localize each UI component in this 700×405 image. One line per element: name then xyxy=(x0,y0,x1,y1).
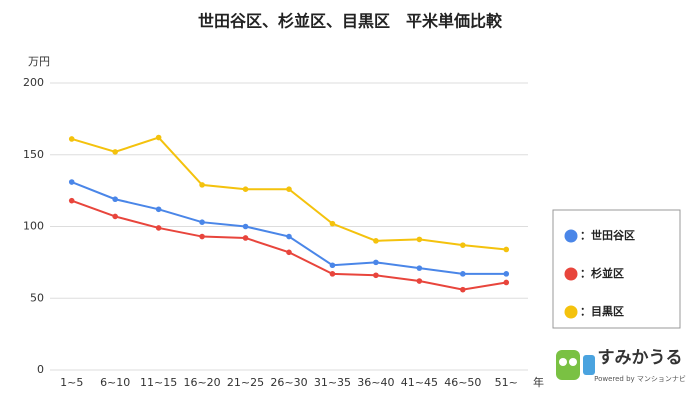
x-axis-label: 年 xyxy=(533,375,544,389)
data-point xyxy=(112,149,118,155)
data-point xyxy=(155,206,162,213)
data-point xyxy=(199,219,205,225)
x-tick-label: 6~10 xyxy=(100,376,130,389)
logo-icon xyxy=(583,355,595,375)
x-tick-label: 16~20 xyxy=(183,376,220,389)
data-point xyxy=(329,271,336,277)
legend-marker xyxy=(564,229,578,243)
chart-title: 世田谷区、杉並区、目黒区 平米単価比較 xyxy=(198,12,503,31)
x-tick-label: 31~35 xyxy=(314,376,351,389)
legend-label: ：目黒区 xyxy=(580,305,624,318)
data-point xyxy=(199,233,205,240)
x-tick-label: 36~40 xyxy=(357,376,394,389)
data-point xyxy=(155,134,162,141)
data-point xyxy=(286,249,292,256)
data-point xyxy=(242,235,249,241)
data-point xyxy=(373,238,379,244)
y-tick-label: 50 xyxy=(30,291,44,304)
data-point xyxy=(329,262,336,269)
legend-label: ：杉並区 xyxy=(580,266,624,280)
logo-icon-eye xyxy=(559,358,567,366)
data-point xyxy=(329,220,336,227)
logo: すみかうる Powered by マンションナビ xyxy=(556,348,686,383)
data-point xyxy=(460,242,466,248)
data-point xyxy=(242,186,249,192)
x-tick-label: 11~15 xyxy=(140,376,177,389)
y-tick-label: 200 xyxy=(23,76,44,89)
legend-marker xyxy=(564,305,578,319)
y-tick-label: 0 xyxy=(37,363,44,376)
x-tick-label: 26~30 xyxy=(270,376,307,389)
logo-icon-eye xyxy=(569,358,577,366)
x-tick-label: 1~5 xyxy=(60,376,83,389)
data-point xyxy=(416,278,423,284)
logo-icon xyxy=(556,350,580,380)
logo-tagline: Powered by マンションナビ xyxy=(594,374,686,383)
data-point xyxy=(416,236,423,243)
y-axis-label: 万円 xyxy=(28,55,50,68)
series-line xyxy=(71,181,507,275)
data-point xyxy=(286,186,292,192)
x-tick-label: 41~45 xyxy=(401,376,438,389)
data-point xyxy=(199,182,205,188)
x-tick-label: 51~ xyxy=(495,376,518,389)
data-point xyxy=(68,136,75,142)
data-point xyxy=(373,259,379,266)
data-point xyxy=(503,271,510,277)
data-point xyxy=(460,271,466,277)
data-point xyxy=(373,272,379,279)
data-point xyxy=(112,213,118,220)
legend-label: ：世田谷区 xyxy=(580,228,635,242)
y-tick-label: 150 xyxy=(23,148,44,161)
data-point xyxy=(112,196,118,203)
x-tick-label: 21~25 xyxy=(227,376,264,389)
data-point xyxy=(286,233,292,240)
data-point xyxy=(155,225,162,231)
logo-text: すみかうる xyxy=(598,348,683,368)
data-point xyxy=(503,246,510,253)
data-point xyxy=(242,223,249,230)
data-point xyxy=(460,286,466,293)
series-line xyxy=(71,199,507,291)
x-tick-label: 46~50 xyxy=(444,376,481,389)
data-point xyxy=(68,179,75,185)
legend-marker xyxy=(564,267,578,281)
data-point xyxy=(68,197,75,204)
data-point xyxy=(416,265,423,271)
y-tick-label: 100 xyxy=(23,220,44,233)
data-point xyxy=(503,279,510,286)
